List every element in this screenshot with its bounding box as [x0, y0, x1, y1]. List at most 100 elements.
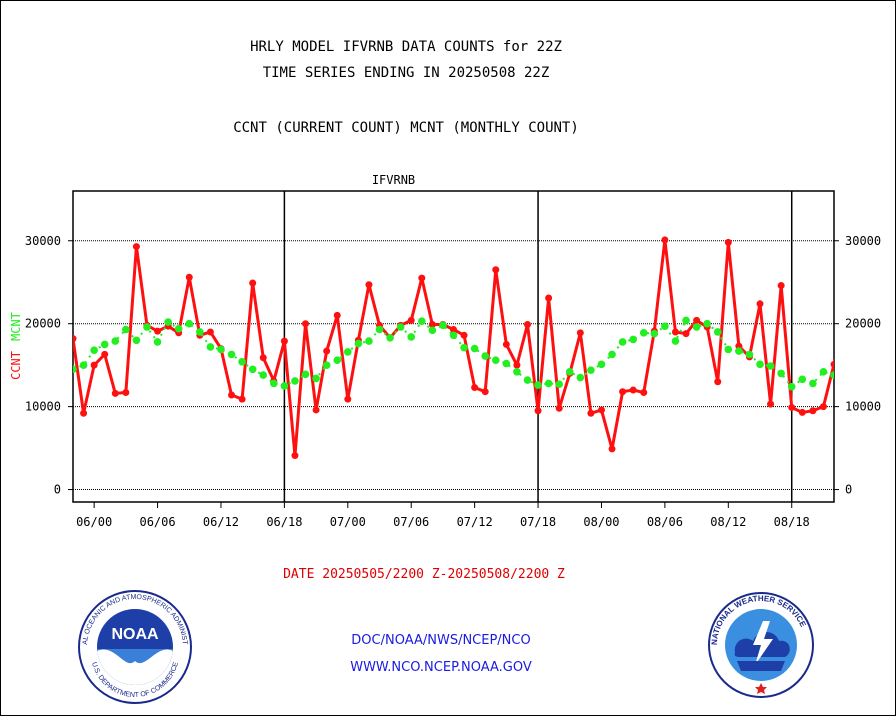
y-axis-label: CCNT MCNT [9, 312, 23, 380]
x-tick-label: 08/12 [710, 515, 746, 529]
data-point-ccnt [502, 340, 510, 348]
data-point-mcnt [354, 339, 363, 348]
data-point-ccnt [693, 316, 701, 324]
data-point-ccnt [798, 408, 806, 416]
data-point-mcnt [164, 318, 172, 326]
data-point-mcnt [661, 322, 669, 330]
data-point-mcnt [153, 338, 162, 346]
data-point-ccnt [830, 360, 834, 368]
data-point-mcnt [565, 367, 574, 376]
x-tick-label: 07/18 [520, 515, 556, 529]
data-point-mcnt [534, 381, 542, 389]
data-point-mcnt [143, 323, 151, 331]
data-point-mcnt [122, 325, 130, 334]
nco-org-link[interactable]: DOC/NOAA/NWS/NCEP/NCO [351, 633, 531, 648]
data-point-ccnt [777, 282, 785, 290]
chart-title-line-2: TIME SERIES ENDING IN 20250508 22Z [262, 65, 550, 81]
data-point-ccnt [492, 266, 500, 274]
data-point-mcnt [386, 333, 394, 342]
data-point-mcnt [587, 366, 595, 374]
data-point-mcnt [766, 362, 775, 370]
x-tick-label: 06/00 [76, 515, 112, 529]
data-point-ccnt [73, 335, 77, 343]
data-point-ccnt [154, 327, 162, 335]
y-tick-label-right: 20000 [845, 317, 881, 331]
nws-logo: NATIONAL WEATHER SERVICE [708, 592, 814, 698]
data-point-ccnt [90, 361, 98, 369]
data-point-mcnt [724, 345, 733, 354]
data-point-ccnt [671, 328, 679, 336]
data-point-mcnt [692, 323, 701, 331]
data-point-mcnt [671, 337, 680, 345]
data-point-mcnt [111, 337, 120, 345]
data-point-ccnt [819, 403, 827, 411]
data-point-ccnt [555, 404, 563, 412]
data-point-ccnt [481, 388, 489, 396]
nco-website-link[interactable]: WWW.NCO.NCEP.NOAA.GOV [350, 660, 532, 675]
data-point-mcnt [841, 364, 849, 372]
data-point-mcnt [460, 343, 468, 352]
data-point-ccnt [407, 316, 415, 324]
data-point-mcnt [238, 358, 246, 366]
data-point-ccnt [111, 389, 119, 397]
y-axis-label-mcnt: MCNT [9, 312, 23, 341]
data-point-mcnt [333, 356, 342, 364]
chart-title-line-1: HRLY MODEL IFVRNB DATA COUNTS for 22Z [250, 39, 562, 55]
data-point-mcnt [777, 369, 785, 378]
data-point-mcnt [248, 365, 257, 374]
data-point-ccnt [619, 388, 627, 396]
data-point-mcnt [523, 376, 532, 384]
data-point-ccnt [259, 354, 267, 362]
x-tick-label: 08/00 [583, 515, 619, 529]
chart-subtitle: CCNT (CURRENT COUNT) MCNT (MONTHLY COUNT… [233, 120, 579, 136]
data-point-ccnt [597, 406, 605, 414]
data-point-ccnt [312, 406, 320, 414]
data-point-ccnt [724, 238, 732, 246]
data-point-mcnt [597, 360, 606, 369]
data-point-mcnt [312, 374, 320, 383]
date-range-label: DATE 20250505/2200 Z-20250508/2200 Z [283, 567, 565, 582]
data-point-mcnt [576, 373, 585, 382]
data-point-mcnt [682, 316, 690, 325]
data-point-mcnt [756, 360, 764, 369]
data-point-mcnt [73, 365, 77, 374]
data-point-mcnt [513, 367, 521, 376]
data-point-ccnt [122, 389, 130, 397]
data-point-ccnt [767, 400, 775, 408]
data-point-ccnt [450, 325, 457, 333]
data-point-ccnt [418, 274, 426, 282]
data-point-mcnt [100, 340, 109, 349]
data-point-ccnt [576, 329, 584, 337]
data-point-mcnt [291, 377, 299, 385]
y-axis-label-ccnt: CCNT [9, 351, 23, 380]
data-point-mcnt [217, 345, 225, 354]
data-point-ccnt [291, 452, 299, 460]
data-point-ccnt [365, 281, 373, 289]
data-point-mcnt [365, 337, 373, 345]
data-point-mcnt [90, 346, 98, 355]
x-tick-label: 06/06 [139, 515, 175, 529]
data-point-ccnt [788, 403, 796, 411]
data-point-ccnt [471, 384, 479, 392]
data-point-ccnt [513, 361, 521, 369]
data-point-ccnt [809, 407, 817, 415]
data-point-mcnt [618, 338, 627, 346]
y-tick-label-right: 10000 [845, 400, 881, 414]
data-point-mcnt [650, 329, 659, 338]
data-point-mcnt [428, 326, 437, 335]
data-point-ccnt [101, 350, 109, 358]
data-point-mcnt [830, 371, 834, 379]
chart-title-ifvrnb: IFVRNB [372, 173, 415, 187]
x-tick-label: 07/06 [393, 515, 429, 529]
data-point-mcnt [322, 361, 331, 369]
data-point-ccnt [323, 347, 331, 355]
data-point-mcnt [396, 323, 405, 331]
data-point-mcnt [703, 319, 711, 328]
x-tick-label: 07/00 [330, 515, 366, 529]
data-point-ccnt [206, 328, 214, 336]
data-point-ccnt [534, 407, 542, 415]
data-point-ccnt [344, 395, 352, 403]
x-tick-label: 06/18 [266, 515, 302, 529]
y-tick-label-left: 10000 [25, 400, 61, 414]
